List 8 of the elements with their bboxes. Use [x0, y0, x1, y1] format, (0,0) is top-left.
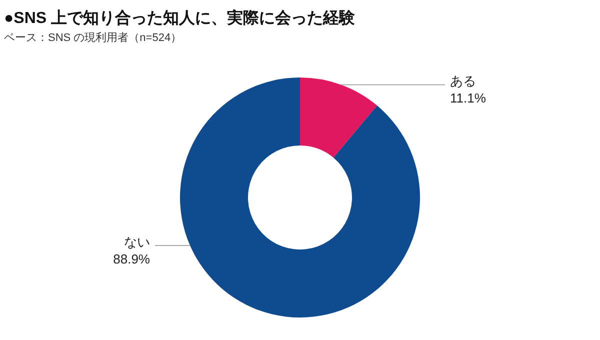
chart-title: ●SNS 上で知り合った知人に、実際に会った経験	[4, 8, 356, 27]
chart-subtitle: ベース：SNS の現利用者（n=524）	[4, 31, 182, 44]
slice-label: ある	[450, 74, 476, 89]
slice-label: ない	[124, 234, 150, 250]
data-label: 11.1%	[450, 90, 486, 106]
data-label: 88.9%	[113, 252, 150, 266]
donut-slice	[300, 78, 378, 158]
donut-slice	[180, 78, 420, 318]
